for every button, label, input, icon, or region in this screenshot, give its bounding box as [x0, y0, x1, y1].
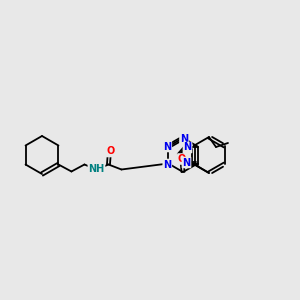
Text: N: N — [180, 134, 188, 144]
Text: N: N — [163, 160, 171, 170]
Text: NH: NH — [88, 164, 105, 175]
Text: N: N — [183, 142, 191, 152]
Text: N: N — [163, 142, 171, 152]
Text: O: O — [178, 154, 186, 164]
Text: O: O — [106, 146, 115, 157]
Text: N: N — [182, 158, 190, 167]
